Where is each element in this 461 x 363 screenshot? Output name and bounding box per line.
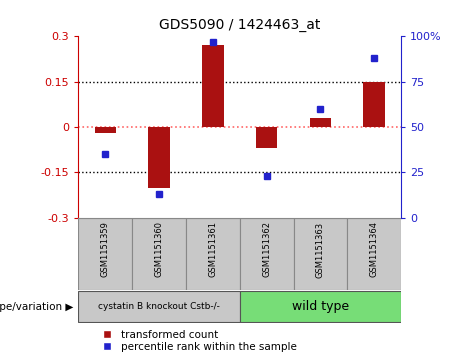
Text: genotype/variation ▶: genotype/variation ▶ (0, 302, 74, 312)
Text: GSM1151364: GSM1151364 (370, 221, 378, 277)
Bar (186, 218, 240, 290)
Text: GSM1151360: GSM1151360 (154, 221, 164, 277)
Bar (363, 82, 385, 127)
Text: GSM1151359: GSM1151359 (101, 221, 110, 277)
Bar (256, 127, 278, 148)
Text: cystatin B knockout Cstb-/-: cystatin B knockout Cstb-/- (98, 302, 220, 311)
Bar (347, 218, 401, 290)
Text: GSM1151361: GSM1151361 (208, 221, 217, 277)
Bar (202, 45, 224, 127)
Bar (132, 218, 186, 290)
Title: GDS5090 / 1424463_at: GDS5090 / 1424463_at (159, 19, 320, 33)
Bar (95, 127, 116, 133)
Bar (240, 218, 294, 290)
Bar (148, 127, 170, 188)
Bar (78, 291, 240, 322)
Text: GSM1151363: GSM1151363 (316, 221, 325, 278)
Bar (78, 218, 132, 290)
Bar (240, 291, 401, 322)
Text: GSM1151362: GSM1151362 (262, 221, 271, 277)
Legend: transformed count, percentile rank within the sample: transformed count, percentile rank withi… (93, 326, 301, 356)
Text: wild type: wild type (292, 300, 349, 313)
Bar (310, 118, 331, 127)
Bar (294, 218, 347, 290)
